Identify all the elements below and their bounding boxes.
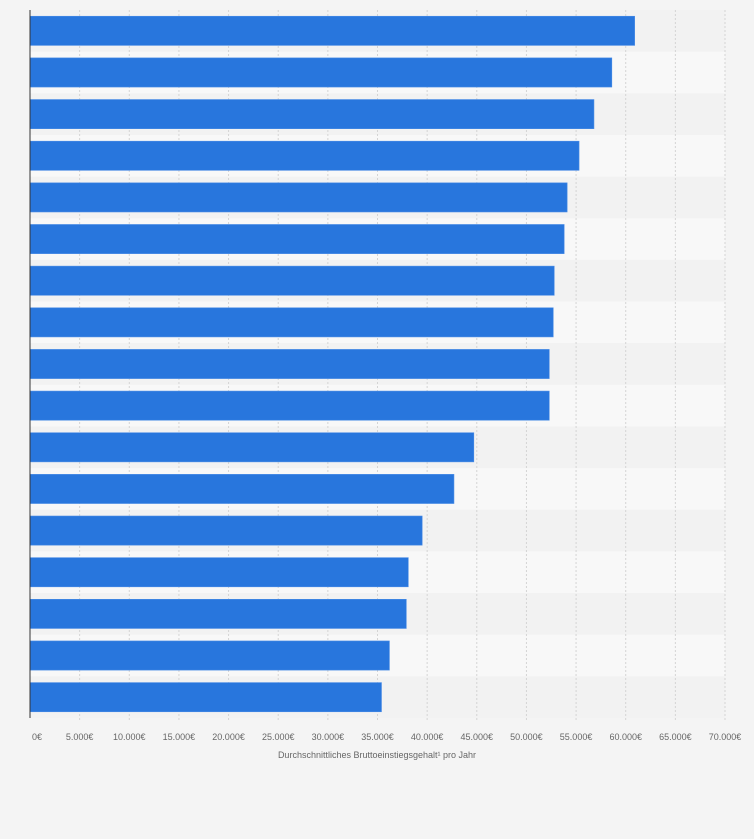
bar[interactable]: [29, 265, 555, 296]
x-tick-label: 25.000€: [262, 732, 295, 742]
x-tick-label: 45.000€: [461, 732, 494, 742]
bar[interactable]: [29, 682, 382, 713]
bar[interactable]: [29, 99, 595, 129]
x-tick-label: 55.000€: [560, 732, 593, 742]
x-tick-label: 20.000€: [212, 732, 245, 742]
bar[interactable]: [29, 557, 409, 588]
bar[interactable]: [29, 182, 568, 213]
x-axis-label: Durchschnittliches Bruttoeinstiegsgehalt…: [278, 750, 476, 760]
x-tick-label: 70.000€: [709, 732, 742, 742]
bar[interactable]: [29, 474, 455, 504]
bar[interactable]: [29, 515, 423, 546]
bar[interactable]: [29, 140, 580, 171]
x-tick-label: 10.000€: [113, 732, 146, 742]
x-tick-label: 15.000€: [163, 732, 196, 742]
bar[interactable]: [29, 432, 475, 463]
bars: [29, 15, 635, 713]
bar[interactable]: [29, 390, 550, 421]
x-tick-label: 0€: [32, 732, 42, 742]
bar[interactable]: [29, 349, 550, 379]
x-tick-label: 35.000€: [361, 732, 394, 742]
x-tick-label: 5.000€: [66, 732, 94, 742]
x-tick-label: 40.000€: [411, 732, 444, 742]
bar[interactable]: [29, 224, 565, 254]
bar[interactable]: [29, 599, 407, 629]
bar[interactable]: [29, 15, 635, 46]
bar[interactable]: [29, 640, 390, 671]
x-tick-label: 60.000€: [609, 732, 642, 742]
bar[interactable]: [29, 57, 613, 88]
bar[interactable]: [29, 307, 554, 338]
x-tick-label: 30.000€: [312, 732, 345, 742]
x-tick-label: 50.000€: [510, 732, 543, 742]
x-tick-labels: 0€ 5.000€ 10.000€ 15.000€ 20.000€ 25.000€ 30.0…: [32, 732, 741, 742]
x-tick-label: 65.000€: [659, 732, 692, 742]
